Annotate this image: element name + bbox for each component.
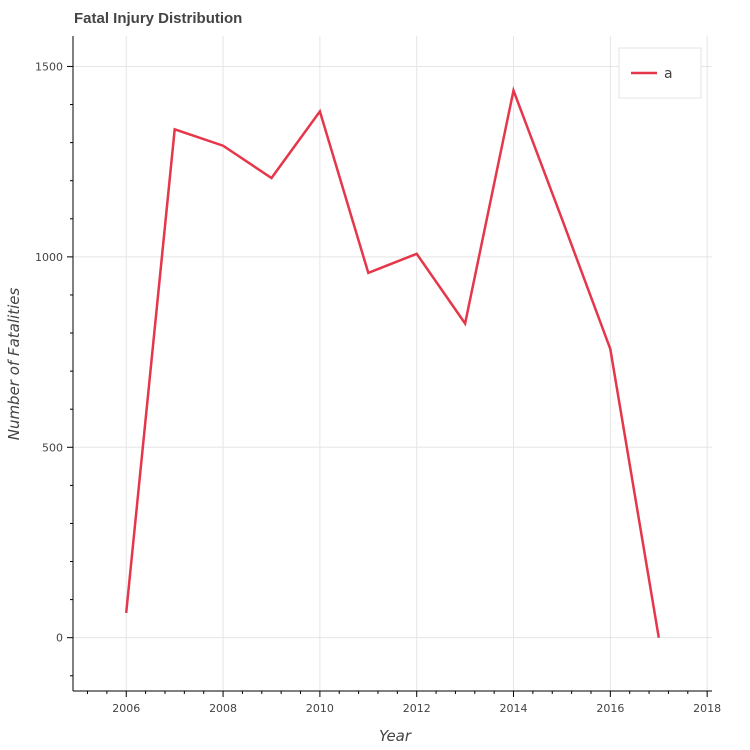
y-tick-label: 1000	[35, 251, 63, 264]
series-layer	[124, 86, 661, 638]
x-tick-label: 2010	[306, 702, 334, 715]
x-tick-label: 2016	[596, 702, 624, 715]
y-tick-label: 0	[56, 632, 63, 645]
x-tick-label: 2006	[112, 702, 140, 715]
x-tick-label: 2014	[500, 702, 528, 715]
y-tick-label: 500	[42, 441, 63, 454]
legend: a	[618, 47, 702, 99]
x-axis-ticks: 2006 2008 2010 2012 2014 2016 2018	[87, 691, 721, 715]
series-line-a	[124, 86, 661, 638]
x-tick-label: 2012	[403, 702, 431, 715]
x-tick-label: 2018	[693, 702, 721, 715]
x-tick-label: 2008	[209, 702, 237, 715]
x-axis-title: Year	[379, 727, 412, 745]
y-axis-title: Number of Fatalities	[5, 288, 23, 441]
grid-lines	[73, 36, 712, 691]
chart-title: Fatal Injury Distribution	[74, 10, 243, 27]
y-axis-ticks: 0 500 1000 1500	[35, 60, 73, 677]
y-tick-label: 1500	[35, 60, 63, 73]
axes	[72, 36, 712, 692]
legend-label: a	[664, 66, 673, 82]
